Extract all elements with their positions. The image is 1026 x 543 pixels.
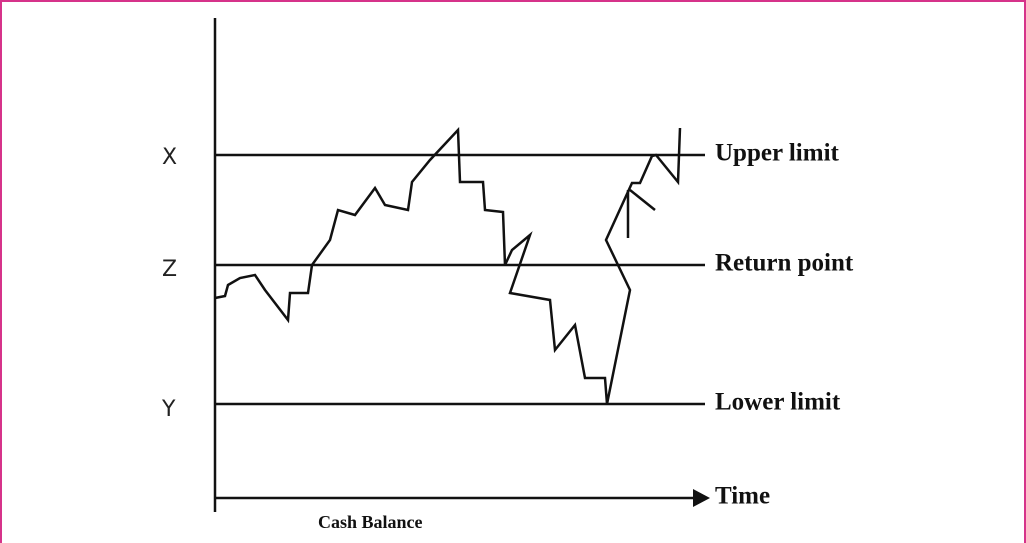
level-label: Upper limit — [715, 140, 840, 167]
level-letter: X — [162, 145, 177, 170]
cash-balance-path — [214, 126, 682, 405]
level-label: Lower limit — [715, 389, 841, 416]
level-letter: Z — [162, 257, 177, 282]
arrow-head — [693, 489, 710, 507]
path-branch — [629, 189, 656, 211]
axis-label: Time — [715, 483, 770, 510]
caption: Cash Balance — [318, 512, 423, 532]
level-label: Return point — [715, 250, 854, 277]
level-letter: Y — [161, 397, 176, 422]
